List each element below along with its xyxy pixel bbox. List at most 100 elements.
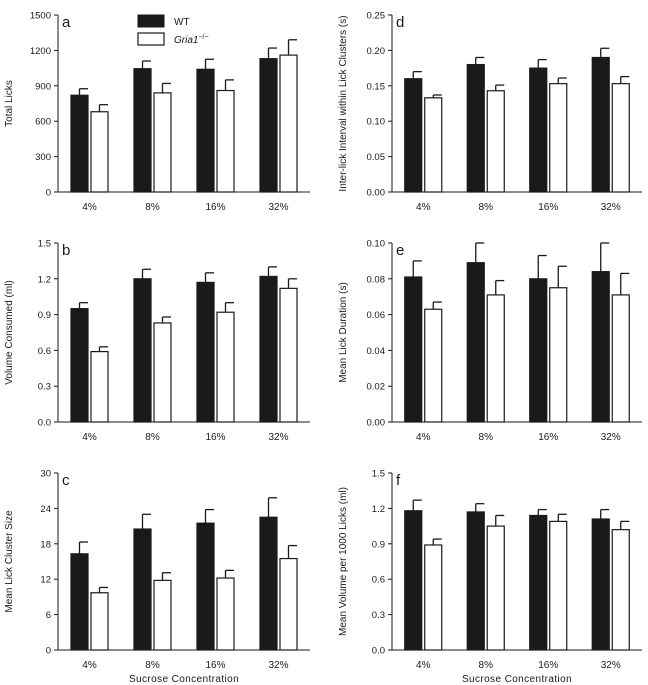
bar-gria1 xyxy=(153,92,172,193)
x-tick-label: 4% xyxy=(416,660,431,671)
y-tick-label: 1500 xyxy=(30,11,51,22)
x-tick-label: 16% xyxy=(538,202,558,213)
y-tick-label: 0.00 xyxy=(367,418,386,429)
y-tick-label: 0.6 xyxy=(38,346,51,357)
bar-wt xyxy=(133,528,152,651)
bar-gria1 xyxy=(279,54,298,193)
x-tick-label: 32% xyxy=(601,202,621,213)
y-tick-label: 1.2 xyxy=(372,504,385,515)
legend-gria1-name: Gria1 xyxy=(174,35,198,46)
y-tick-label: 0.0 xyxy=(38,418,51,429)
bar-wt xyxy=(591,518,610,651)
x-tick-label: 8% xyxy=(479,432,494,443)
bar-wt xyxy=(404,510,423,651)
y-tick-label: 1.2 xyxy=(38,274,51,285)
y-tick-label: 6 xyxy=(46,610,51,621)
bar-gria1 xyxy=(153,579,172,651)
y-axis-label: Mean Lick Cluster Size xyxy=(4,510,15,613)
y-tick-label: 30 xyxy=(40,469,51,480)
bar-wt xyxy=(529,67,548,193)
y-tick-label: 0.08 xyxy=(367,274,386,285)
x-tick-label: 16% xyxy=(205,202,225,213)
y-axis-label: Mean Lick Duration (s) xyxy=(338,282,349,383)
x-tick-label: 16% xyxy=(205,660,225,671)
x-tick-label: 32% xyxy=(268,660,288,671)
bar-wt xyxy=(529,514,548,651)
bar-gria1 xyxy=(153,322,172,423)
bar-gria1 xyxy=(216,89,235,193)
bar-wt xyxy=(466,63,485,193)
x-tick-label: 4% xyxy=(416,432,431,443)
bar-wt xyxy=(466,262,485,423)
y-tick-label: 300 xyxy=(35,152,51,163)
y-tick-label: 0.9 xyxy=(372,539,385,550)
x-tick-label: 8% xyxy=(145,432,160,443)
y-tick-label: 0.02 xyxy=(367,382,386,393)
legend-label-wt: WT xyxy=(174,17,190,28)
bar-gria1 xyxy=(549,83,568,193)
bar-gria1 xyxy=(279,287,298,423)
y-tick-label: 1.5 xyxy=(38,239,51,250)
y-tick-label: 900 xyxy=(35,81,51,92)
y-tick-label: 0 xyxy=(46,646,51,657)
bar-gria1 xyxy=(611,529,630,651)
y-tick-label: 0.25 xyxy=(367,11,386,22)
x-tick-label: 32% xyxy=(601,432,621,443)
x-tick-label: 4% xyxy=(416,202,431,213)
panel-letter: e xyxy=(396,242,404,259)
legend-swatch-wt xyxy=(137,14,165,28)
panel-e: 0.00 0.02 0.04 0.06 0.08 0.10 Mean Lick Durati… xyxy=(338,239,642,443)
bar-wt xyxy=(404,78,423,193)
y-tick-label: 1200 xyxy=(30,46,51,57)
y-tick-label: 0.05 xyxy=(367,152,386,163)
bar-gria1 xyxy=(216,577,235,651)
panel-letter: d xyxy=(396,14,404,31)
y-tick-label: 18 xyxy=(40,539,51,550)
x-tick-label: 8% xyxy=(145,202,160,213)
legend-label-gria1: Gria1−/− xyxy=(174,34,209,46)
y-tick-label: 0.6 xyxy=(372,575,385,586)
bar-wt xyxy=(70,553,89,651)
panel-letter: c xyxy=(62,472,70,489)
x-tick-label: 8% xyxy=(479,660,494,671)
x-tick-label: 8% xyxy=(479,202,494,213)
bar-wt xyxy=(259,275,278,423)
y-axis-label: Inter-lick Interval within Lick Clusters… xyxy=(338,15,349,191)
bar-gria1 xyxy=(279,557,298,651)
y-tick-label: 600 xyxy=(35,117,51,128)
y-tick-label: 1.5 xyxy=(372,469,385,480)
bar-gria1 xyxy=(424,308,443,423)
legend-swatch-gria1 xyxy=(137,32,165,46)
y-axis-label: Volume Consumed (ml) xyxy=(4,280,15,384)
panel-c: 0 6 12 18 24 30 Mean Lick Cluster Size c 4% 8% 16%… xyxy=(4,469,310,685)
bar-wt xyxy=(404,276,423,423)
y-tick-label: 0.9 xyxy=(38,310,51,321)
y-tick-label: 0.3 xyxy=(372,610,385,621)
y-tick-label: 0.20 xyxy=(367,46,386,57)
y-tick-label: 0.3 xyxy=(38,382,51,393)
legend-gria1-superscript: −/− xyxy=(198,34,208,41)
bar-gria1 xyxy=(216,311,235,423)
bar-wt xyxy=(133,68,152,193)
bar-gria1 xyxy=(486,90,505,193)
x-axis-title: Sucrose Concentration xyxy=(129,674,239,685)
x-tick-label: 16% xyxy=(538,660,558,671)
y-tick-label: 0.10 xyxy=(367,117,386,128)
y-tick-label: 0.04 xyxy=(367,346,386,357)
bar-gria1 xyxy=(424,544,443,651)
bar-wt xyxy=(591,56,610,193)
bar-wt xyxy=(196,522,215,651)
x-tick-label: 32% xyxy=(268,432,288,443)
y-axis-label: Mean Volume per 1000 Licks (ml) xyxy=(338,487,349,636)
panel-f: 0.0 0.3 0.6 0.9 1.2 1.5 Mean Volume per 1000 L… xyxy=(338,469,642,685)
bar-wt xyxy=(259,516,278,651)
bar-wt xyxy=(196,68,215,193)
bar-wt xyxy=(70,308,89,423)
bar-gria1 xyxy=(486,525,505,651)
y-tick-label: 24 xyxy=(40,504,51,515)
bar-gria1 xyxy=(424,97,443,193)
bar-wt xyxy=(529,278,548,423)
y-tick-label: 0.00 xyxy=(367,188,386,199)
y-tick-label: 0.15 xyxy=(367,81,386,92)
